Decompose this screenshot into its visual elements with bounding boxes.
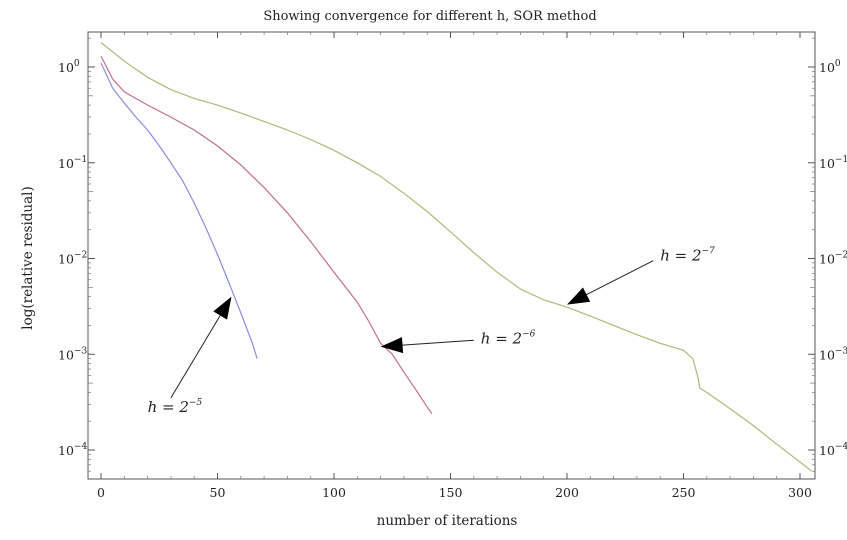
x-tick-label: 300	[788, 485, 812, 500]
y-tick-base: 10	[58, 347, 74, 362]
y-tick-label-right: 10−1	[819, 155, 847, 171]
y-tick-exponent: 0	[835, 59, 841, 69]
annotation-label-exponent: −6	[522, 329, 536, 339]
y-tick-label-left: 100	[58, 59, 80, 75]
series-line-1	[100, 62, 258, 359]
annotation-arrow-line	[586, 260, 654, 296]
annotation-label-base: h = 2	[148, 398, 189, 416]
x-tick-label: 150	[439, 485, 463, 500]
annotation-label: h = 2−6	[481, 329, 536, 347]
annotation-arrow-head	[567, 287, 591, 305]
y-tick-base: 10	[58, 252, 74, 267]
plot-frame	[87, 31, 816, 480]
annotation-label-base: h = 2	[660, 247, 701, 265]
annotation-label-base: h = 2	[481, 329, 522, 347]
annotation-arrow-head	[380, 337, 404, 354]
series-annotations: h = 2−5h = 2−6h = 2−7	[148, 247, 715, 416]
x-tick-label: 0	[97, 485, 105, 500]
data-series	[100, 42, 812, 472]
series-line-2	[100, 55, 433, 414]
y-tick-exponent: 0	[74, 59, 80, 69]
x-axis-label: number of iterations	[377, 513, 518, 529]
y-tick-base: 10	[819, 347, 835, 362]
y-tick-exponent: −2	[835, 251, 847, 261]
x-tick-label: 100	[322, 485, 346, 500]
annotation-label-exponent: −5	[189, 398, 203, 408]
y-tick-base: 10	[58, 156, 74, 171]
y-tick-label-right: 10−4	[819, 442, 847, 458]
y-tick-label-right: 10−2	[819, 251, 847, 267]
annotation-label-exponent: −7	[702, 247, 716, 257]
y-tick-exponent: −1	[74, 155, 87, 165]
y-tick-exponent: −3	[74, 346, 88, 356]
y-tick-label-right: 10−3	[819, 346, 847, 362]
annotation-arrow-head	[213, 296, 232, 320]
y-tick-exponent: −4	[835, 442, 847, 452]
y-tick-exponent: −2	[74, 251, 87, 261]
y-tick-label-left: 10−2	[58, 251, 87, 267]
y-tick-exponent: −3	[835, 346, 847, 356]
y-tick-label-right: 100	[819, 59, 841, 75]
x-tick-label: 250	[672, 485, 696, 500]
annotation-label: h = 2−7	[660, 247, 715, 265]
x-tick-label: 50	[210, 485, 226, 500]
y-tick-label-left: 10−3	[58, 346, 87, 362]
y-tick-label-left: 10−1	[58, 155, 87, 171]
annotation-arrow-line	[402, 339, 474, 346]
series-line-3	[100, 42, 812, 472]
annotation-label: h = 2−5	[148, 398, 203, 416]
x-tick-label: 200	[555, 485, 579, 500]
annotation-arrow-line	[170, 315, 221, 399]
y-tick-label-left: 10−4	[58, 442, 87, 458]
y-tick-base: 10	[819, 252, 835, 267]
y-axis-label: log(relative residual)	[20, 186, 36, 329]
y-tick-base: 10	[819, 443, 835, 458]
y-tick-base: 10	[819, 60, 835, 75]
y-tick-base: 10	[819, 156, 835, 171]
chart-title: Showing convergence for different h, SOR…	[263, 9, 596, 24]
y-tick-exponent: −1	[835, 155, 847, 165]
y-tick-exponent: −4	[74, 442, 88, 452]
y-tick-base: 10	[58, 443, 74, 458]
axis-ticks	[88, 32, 815, 479]
y-tick-base: 10	[58, 60, 74, 75]
